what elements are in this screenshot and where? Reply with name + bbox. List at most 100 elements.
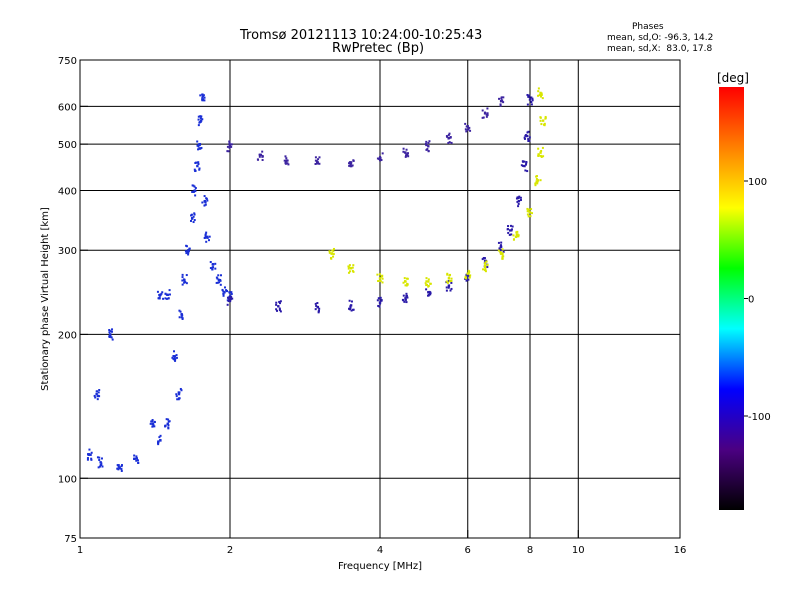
scatter-point [540, 123, 543, 126]
scatter-point [506, 228, 509, 231]
scatter-point [536, 182, 539, 185]
y-tick-label: 300 [58, 246, 77, 257]
scatter-point [380, 158, 383, 161]
scatter-point [349, 304, 353, 307]
scatter-point [403, 277, 406, 280]
scatter-point [539, 154, 542, 157]
y-tick-label: 500 [58, 140, 77, 151]
x-tick-label: 16 [674, 545, 687, 556]
scatter-point [526, 93, 529, 96]
scatter-point [539, 179, 542, 182]
scatter-point [157, 297, 160, 300]
scatter-point [425, 280, 428, 283]
scatter-point [427, 150, 430, 153]
scatter-point [184, 250, 187, 253]
phases-o-stats: mean, sd,O: -96.3, 14.2 [607, 33, 714, 43]
scatter-point [284, 155, 287, 158]
scatter-point [527, 139, 530, 142]
scatter-point [515, 197, 518, 200]
scatter-point [542, 155, 545, 158]
scatter-point [230, 296, 233, 299]
scatter-point [486, 263, 489, 266]
scatter-point [225, 289, 228, 292]
scatter-point [402, 150, 405, 153]
scatter-point [197, 124, 200, 127]
scatter-point [227, 300, 230, 303]
x-tick-label: 10 [572, 545, 585, 556]
x-tick-label: 8 [527, 545, 533, 556]
scatter-point [516, 230, 519, 233]
scatter-point [151, 419, 154, 422]
scatter-point [405, 153, 408, 156]
scatter-point [98, 389, 101, 392]
scatter-point [527, 215, 530, 218]
scatter-point [526, 207, 529, 210]
scatter-point [181, 273, 184, 276]
scatter-point [202, 95, 205, 98]
scatter-point [402, 147, 405, 150]
x-tick-label: 6 [465, 545, 471, 556]
scatter-point [502, 250, 505, 253]
y-axis-label: Stationary phase Virtual Height [km] [40, 207, 51, 391]
scatter-point [97, 394, 100, 397]
scatter-point [101, 465, 104, 468]
scatter-point [466, 274, 469, 278]
chart-subtitle: RwPretec (Bp) [332, 41, 425, 56]
scatter-point [534, 184, 537, 187]
scatter-point [497, 241, 500, 244]
scatter-point [378, 273, 381, 276]
scatter-point [539, 94, 542, 97]
scatter-point [535, 175, 538, 178]
scatter-point [376, 299, 379, 302]
scatter-point [136, 459, 139, 462]
scatter-point [203, 99, 206, 102]
colorbar-tick-label: 100 [748, 177, 767, 188]
scatter-point [540, 149, 543, 152]
scatter-point [97, 466, 100, 469]
scatter-point [537, 87, 540, 90]
scatter-point [483, 112, 487, 115]
scatter-point [191, 217, 194, 220]
scatter-point [501, 256, 504, 259]
scatter-point [349, 267, 353, 270]
colorbar-tick-label: 0 [748, 295, 754, 306]
scatter-point [464, 122, 467, 125]
scatter-point [167, 420, 170, 423]
scatter-point [516, 196, 519, 199]
scatter-point [151, 422, 155, 426]
scatter-point [448, 280, 451, 283]
scatter-point [501, 253, 504, 256]
scatter-point [100, 463, 103, 466]
x-axis-label: Frequency [MHz] [338, 561, 422, 572]
scatter-point [261, 150, 264, 153]
scatter-point [149, 422, 152, 425]
scatter-point [111, 338, 114, 341]
scatter-point [167, 297, 170, 300]
scatter-point [214, 267, 217, 270]
scatter-point [520, 164, 523, 167]
scatter-point [219, 283, 222, 286]
scatter-point [181, 317, 184, 320]
scatter-point [205, 197, 208, 200]
scatter-point [193, 185, 196, 188]
scatter-point [88, 448, 91, 451]
scatter-point [135, 455, 138, 458]
scatter-point [404, 284, 407, 287]
scatter-point [349, 162, 352, 165]
scatter-point [427, 285, 430, 288]
scatter-point [404, 298, 407, 301]
scatter-point [381, 281, 384, 284]
scatter-point [448, 132, 451, 135]
scatter-point [331, 249, 334, 252]
scatter-point [275, 308, 278, 311]
scatter-point [404, 155, 407, 158]
scatter-point [188, 247, 191, 250]
scatter-point [426, 148, 429, 151]
scatter-point [530, 96, 533, 99]
scatter-point [508, 233, 511, 236]
scatter-point [229, 143, 232, 146]
scatter-point [206, 199, 209, 202]
scatter-point [527, 208, 530, 211]
scatter-point [205, 235, 209, 239]
